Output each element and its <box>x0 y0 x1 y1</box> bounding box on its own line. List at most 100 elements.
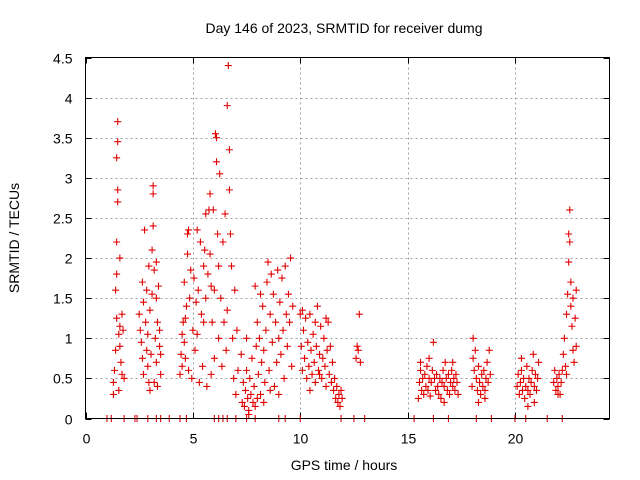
data-point <box>118 310 126 318</box>
data-point <box>184 250 192 258</box>
data-point <box>141 226 149 234</box>
data-point <box>316 370 324 378</box>
data-point <box>477 390 485 398</box>
data-point <box>250 382 258 390</box>
data-point <box>260 398 268 406</box>
data-point <box>211 130 219 138</box>
data-point <box>308 370 316 378</box>
x-tick-label: 0 <box>83 431 91 447</box>
data-point <box>553 374 561 382</box>
data-point <box>180 278 188 286</box>
data-point <box>567 278 575 286</box>
data-point <box>331 374 339 382</box>
data-point <box>338 394 346 402</box>
data-point <box>552 386 560 394</box>
data-point <box>304 338 312 346</box>
data-point <box>240 402 248 410</box>
data-point <box>307 346 315 354</box>
data-point <box>112 346 120 354</box>
data-point <box>309 330 317 338</box>
data-point <box>523 362 531 370</box>
data-point <box>229 334 237 342</box>
data-point <box>318 374 326 382</box>
data-point <box>145 262 153 270</box>
data-point <box>247 390 255 398</box>
data-point <box>557 378 565 386</box>
data-point <box>296 310 304 318</box>
data-point <box>209 206 217 214</box>
x-tick-label: 20 <box>508 431 524 447</box>
data-point <box>281 262 289 270</box>
data-point <box>270 382 278 390</box>
data-point <box>322 314 330 322</box>
data-point <box>148 246 156 254</box>
data-point <box>179 318 187 326</box>
data-point <box>188 374 196 382</box>
data-point <box>157 370 165 378</box>
data-point <box>280 374 288 382</box>
data-point <box>572 286 580 294</box>
data-point <box>284 290 292 298</box>
data-point <box>517 366 525 374</box>
data-point <box>419 374 427 382</box>
data-point <box>138 278 146 286</box>
data-point <box>478 370 486 378</box>
data-point <box>306 386 314 394</box>
data-point <box>524 386 532 394</box>
data-point <box>269 290 277 298</box>
data-point <box>469 334 477 342</box>
data-point <box>554 390 562 398</box>
data-point <box>260 346 268 354</box>
data-point <box>570 358 578 366</box>
data-point <box>441 358 449 366</box>
data-point <box>420 390 428 398</box>
data-point <box>438 378 446 386</box>
data-point <box>137 338 145 346</box>
data-point <box>319 354 327 362</box>
data-point <box>355 310 363 318</box>
data-point <box>261 378 269 386</box>
data-point <box>196 238 204 246</box>
data-point <box>429 338 437 346</box>
data-point <box>115 386 123 394</box>
data-point <box>144 330 152 338</box>
data-point <box>527 378 535 386</box>
data-point <box>248 354 256 362</box>
y-tick-label: 1 <box>65 331 73 347</box>
data-point <box>252 342 260 350</box>
data-point <box>151 334 159 342</box>
data-point <box>193 330 201 338</box>
data-point <box>206 190 214 198</box>
data-point <box>253 394 261 402</box>
data-point <box>298 306 306 314</box>
data-point <box>274 266 282 274</box>
data-point <box>279 326 287 334</box>
data-point <box>328 358 336 366</box>
data-point <box>254 370 262 378</box>
data-point <box>299 326 307 334</box>
data-point <box>418 386 426 394</box>
data-point <box>446 390 454 398</box>
data-point <box>156 342 164 350</box>
data-point <box>352 354 360 362</box>
data-point <box>283 342 291 350</box>
data-point <box>275 334 283 342</box>
data-point <box>116 322 124 330</box>
data-point <box>322 382 330 390</box>
data-point <box>473 386 481 394</box>
data-point <box>521 394 529 402</box>
data-point <box>569 294 577 302</box>
y-tick-label: 1.5 <box>53 291 73 307</box>
data-point <box>207 282 215 290</box>
data-point <box>435 390 443 398</box>
data-point <box>423 362 431 370</box>
data-point <box>215 262 223 270</box>
data-point <box>475 398 482 406</box>
data-point <box>305 362 313 370</box>
data-point <box>336 402 344 410</box>
data-point <box>565 258 573 266</box>
data-point <box>443 386 451 394</box>
data-point <box>178 362 186 370</box>
y-tick-label: 2.5 <box>53 211 73 227</box>
data-point <box>113 314 121 322</box>
